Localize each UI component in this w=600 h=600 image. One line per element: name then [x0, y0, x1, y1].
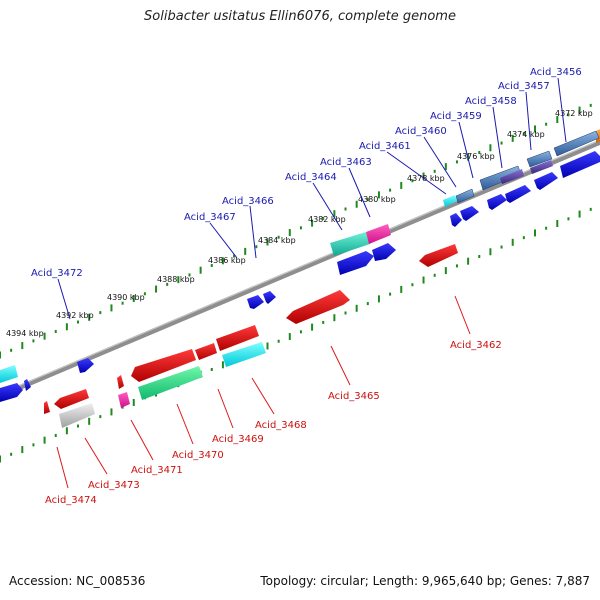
gene-feature[interactable]	[44, 401, 50, 414]
gene-feature[interactable]	[247, 295, 264, 309]
gene-label[interactable]: Acid_3467	[184, 212, 236, 223]
gene-label[interactable]: Acid_3462	[450, 340, 502, 351]
gene-label[interactable]: Acid_3463	[320, 157, 372, 168]
gene-feature[interactable]	[216, 325, 259, 351]
gene-feature[interactable]	[286, 290, 350, 324]
gene-label[interactable]: Acid_3471	[131, 465, 183, 476]
tick-label: 4374 kbp	[507, 130, 545, 139]
tick-label: 4386 kbp	[208, 256, 246, 265]
gene-label[interactable]: Acid_3460	[395, 126, 447, 137]
gene-feature[interactable]	[443, 195, 457, 207]
gene-feature[interactable]	[59, 403, 95, 428]
tick-label: 4378 kbp	[407, 174, 445, 183]
gene-label[interactable]: Acid_3464	[285, 172, 337, 183]
gene-feature[interactable]	[505, 185, 531, 203]
gene-feature[interactable]	[553, 130, 600, 157]
tick-label: 4388 kbp	[157, 275, 195, 284]
tick-label: 4376 kbp	[457, 152, 495, 161]
gene-feature[interactable]	[263, 291, 276, 304]
minus-gene-labels: Acid_3462 Acid_3465 Acid_3468 Acid_3469 …	[45, 340, 502, 506]
gene-label[interactable]: Acid_3459	[430, 111, 482, 122]
gene-feature[interactable]	[487, 194, 507, 210]
gene-feature[interactable]	[534, 172, 558, 190]
gene-feature[interactable]	[138, 366, 203, 400]
gene-label[interactable]: Acid_3469	[212, 434, 264, 445]
gene-feature[interactable]	[530, 160, 553, 174]
tick-label: 4380 kbp	[358, 195, 396, 204]
gene-feature[interactable]	[0, 383, 23, 402]
gene-feature[interactable]	[560, 151, 600, 178]
gene-label[interactable]: Acid_3470	[172, 450, 224, 461]
gene-label[interactable]: Acid_3472	[31, 268, 83, 279]
outer-tick-track	[0, 103, 592, 359]
gene-label[interactable]: Acid_3461	[359, 141, 411, 152]
gene-feature[interactable]	[330, 232, 370, 256]
gene-feature[interactable]	[24, 379, 31, 391]
gene-label[interactable]: Acid_3466	[222, 196, 274, 207]
gene-label[interactable]: Acid_3458	[465, 96, 517, 107]
gene-feature[interactable]	[337, 251, 374, 275]
topology-text: Topology: circular; Length: 9,965,640 bp…	[260, 574, 590, 588]
tick-label: 4384 kbp	[258, 236, 296, 245]
gene-label[interactable]: Acid_3457	[498, 81, 550, 92]
gene-label[interactable]: Acid_3468	[255, 420, 307, 431]
tick-label: 4372 kbp	[555, 109, 593, 118]
gene-feature[interactable]	[131, 349, 196, 382]
gene-feature[interactable]	[460, 206, 479, 221]
gene-feature[interactable]	[0, 365, 18, 383]
map-title: Solibacter usitatus Ellin6076, complete …	[144, 9, 456, 24]
gene-feature[interactable]	[366, 224, 391, 244]
tick-label: 4390 kbp	[107, 293, 145, 302]
tick-label: 4394 kbp	[6, 329, 44, 338]
minus-strand-features	[44, 244, 458, 428]
gene-feature[interactable]	[455, 188, 475, 204]
tick-labels: 4372 kbp 4374 kbp 4376 kbp 4378 kbp 4380…	[6, 109, 593, 338]
gene-feature[interactable]	[526, 150, 553, 168]
tick-label: 4382 kbp	[308, 215, 346, 224]
gene-feature[interactable]	[372, 243, 396, 261]
gene-feature[interactable]	[450, 213, 462, 227]
gene-feature[interactable]	[500, 169, 524, 184]
plus-strand-features	[0, 129, 600, 402]
gene-label[interactable]: Acid_3473	[88, 480, 140, 491]
gene-feature[interactable]	[419, 244, 458, 267]
gene-label[interactable]: Acid_3456	[530, 67, 582, 78]
accession-text: Accession: NC_008536	[9, 574, 146, 588]
gene-feature[interactable]	[54, 389, 89, 409]
plus-gene-labels: Acid_3456 Acid_3457 Acid_3458 Acid_3459 …	[31, 67, 582, 279]
gene-label[interactable]: Acid_3474	[45, 495, 97, 506]
gene-feature[interactable]	[222, 342, 266, 367]
gene-feature[interactable]	[77, 358, 94, 373]
leader-lines	[56, 77, 567, 489]
gene-label[interactable]: Acid_3465	[328, 391, 380, 402]
tick-label: 4392 kbp	[56, 311, 94, 320]
gene-feature[interactable]	[117, 375, 124, 389]
gene-feature[interactable]	[118, 392, 130, 408]
gene-feature[interactable]	[195, 343, 217, 360]
